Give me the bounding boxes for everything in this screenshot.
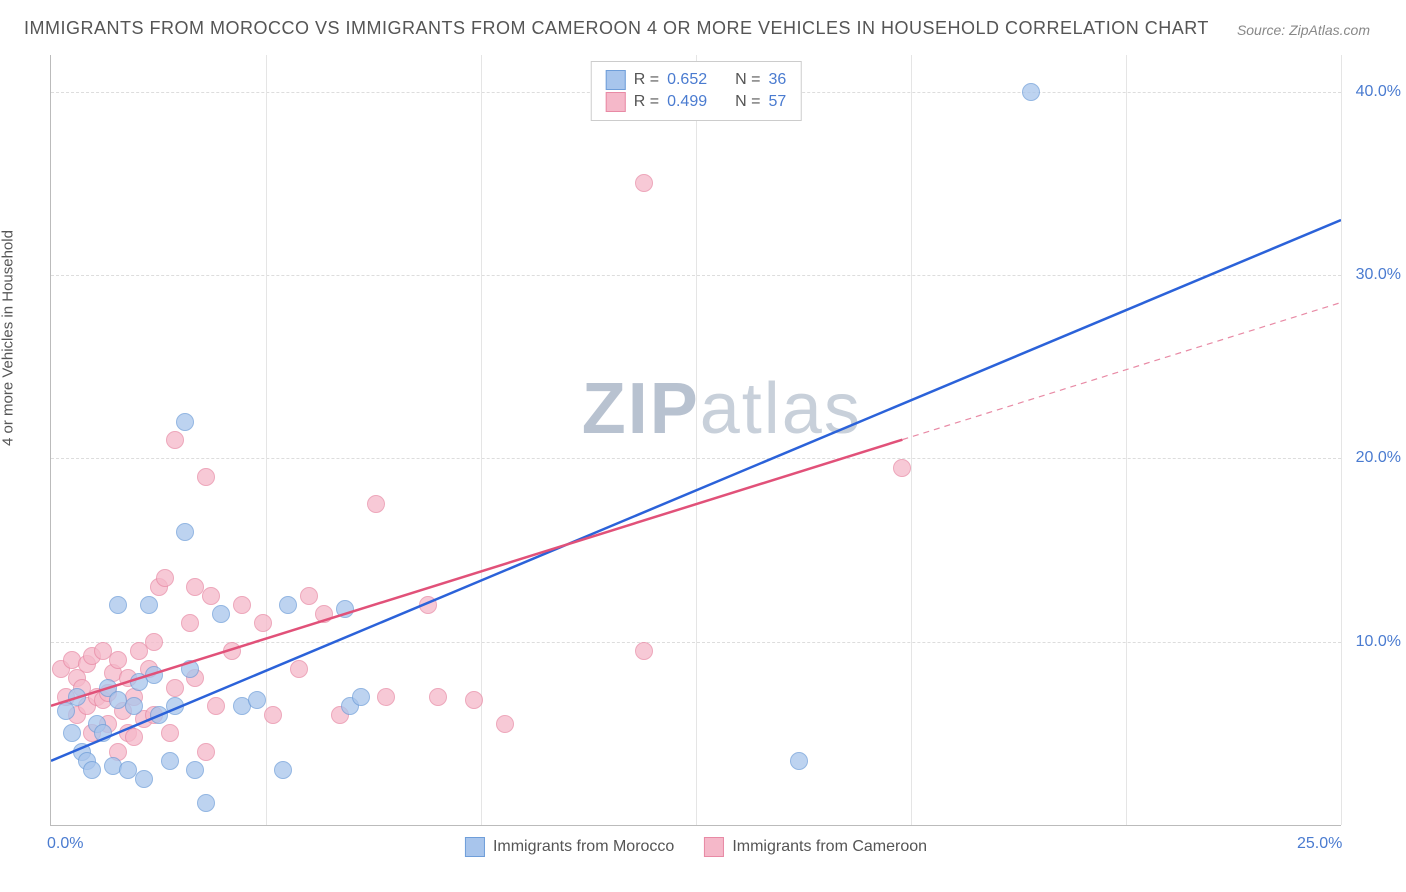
data-point-morocco (63, 724, 81, 742)
swatch-cameroon-icon (704, 837, 724, 857)
y-tick-label: 30.0% (1356, 266, 1401, 284)
data-point-morocco (336, 600, 354, 618)
gridline-v (911, 55, 912, 825)
gridline-v (1341, 55, 1342, 825)
data-point-morocco (145, 666, 163, 684)
legend-item-morocco: Immigrants from Morocco (465, 837, 674, 857)
legend-label: Immigrants from Morocco (493, 838, 674, 856)
data-point-cameroon (166, 431, 184, 449)
regression-line-cameroon-solid (51, 440, 902, 706)
data-point-cameroon (109, 651, 127, 669)
legend-label: Immigrants from Cameroon (732, 838, 927, 856)
gridline-v (481, 55, 482, 825)
swatch-morocco-icon (465, 837, 485, 857)
source-attribution: Source: ZipAtlas.com (1237, 22, 1370, 38)
gridline-v (1126, 55, 1127, 825)
data-point-morocco (186, 761, 204, 779)
data-point-morocco (176, 413, 194, 431)
data-point-cameroon (207, 697, 225, 715)
data-point-cameroon (254, 614, 272, 632)
data-point-cameroon (223, 642, 241, 660)
data-point-cameroon (496, 715, 514, 733)
data-point-cameroon (290, 660, 308, 678)
legend-row-cameroon: R = 0.499 N = 57 (606, 92, 787, 112)
data-point-cameroon (300, 587, 318, 605)
chart-title: IMMIGRANTS FROM MOROCCO VS IMMIGRANTS FR… (24, 18, 1209, 39)
data-point-cameroon (429, 688, 447, 706)
data-point-cameroon (635, 174, 653, 192)
swatch-cameroon (606, 92, 626, 112)
chart-plot-area: ZIPatlas 10.0%20.0%30.0%40.0%0.0%25.0% R… (50, 55, 1341, 826)
data-point-morocco (135, 770, 153, 788)
data-point-morocco (279, 596, 297, 614)
swatch-morocco (606, 70, 626, 90)
data-point-cameroon (264, 706, 282, 724)
data-point-morocco (176, 523, 194, 541)
data-point-morocco (94, 724, 112, 742)
data-point-cameroon (166, 679, 184, 697)
data-point-cameroon (202, 587, 220, 605)
data-point-morocco (109, 596, 127, 614)
data-point-cameroon (156, 569, 174, 587)
data-point-morocco (352, 688, 370, 706)
legend-row-morocco: R = 0.652 N = 36 (606, 70, 787, 90)
legend-item-cameroon: Immigrants from Cameroon (704, 837, 927, 857)
watermark: ZIPatlas (582, 368, 862, 450)
regression-line-cameroon-dashed (902, 303, 1341, 440)
data-point-cameroon (197, 743, 215, 761)
data-point-morocco (197, 794, 215, 812)
correlation-legend: R = 0.652 N = 36 R = 0.499 N = 57 (591, 61, 802, 121)
data-point-cameroon (367, 495, 385, 513)
data-point-cameroon (635, 642, 653, 660)
data-point-cameroon (181, 614, 199, 632)
data-point-morocco (248, 691, 266, 709)
x-tick-label: 0.0% (47, 835, 83, 853)
data-point-morocco (181, 660, 199, 678)
data-point-cameroon (197, 468, 215, 486)
series-legend: Immigrants from Morocco Immigrants from … (465, 837, 927, 857)
data-point-cameroon (161, 724, 179, 742)
gridline-v (696, 55, 697, 825)
y-tick-label: 40.0% (1356, 83, 1401, 101)
data-point-morocco (125, 697, 143, 715)
x-tick-label: 25.0% (1297, 835, 1342, 853)
data-point-morocco (83, 761, 101, 779)
data-point-cameroon (315, 605, 333, 623)
data-point-morocco (1022, 83, 1040, 101)
data-point-cameroon (377, 688, 395, 706)
data-point-morocco (140, 596, 158, 614)
data-point-cameroon (125, 728, 143, 746)
data-point-morocco (790, 752, 808, 770)
data-point-cameroon (419, 596, 437, 614)
data-point-morocco (68, 688, 86, 706)
data-point-morocco (212, 605, 230, 623)
data-point-cameroon (233, 596, 251, 614)
data-point-morocco (161, 752, 179, 770)
data-point-cameroon (893, 459, 911, 477)
y-axis-label: 4 or more Vehicles in Household (0, 230, 17, 446)
y-tick-label: 10.0% (1356, 633, 1401, 651)
data-point-morocco (166, 697, 184, 715)
y-tick-label: 20.0% (1356, 449, 1401, 467)
data-point-cameroon (465, 691, 483, 709)
data-point-cameroon (145, 633, 163, 651)
data-point-morocco (274, 761, 292, 779)
